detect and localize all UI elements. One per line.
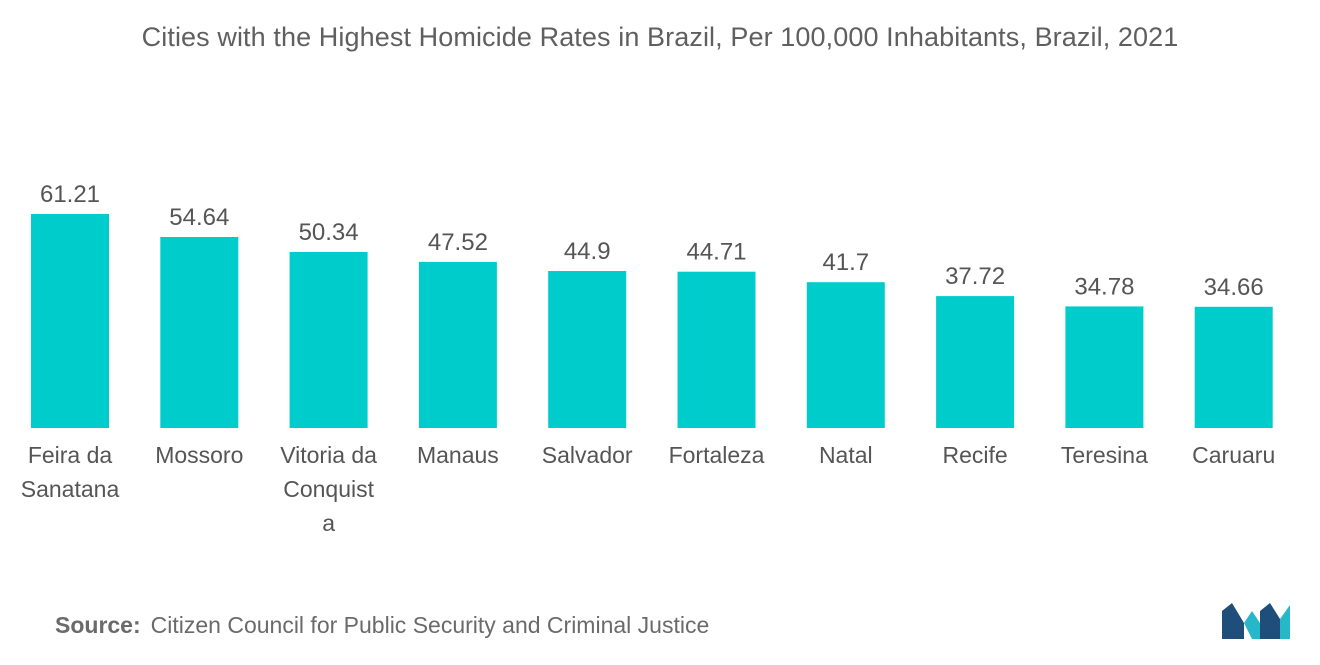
bar [289, 252, 368, 428]
bar [677, 271, 756, 428]
chart-title: Cities with the Highest Homicide Rates i… [141, 22, 1179, 52]
bar-value-label: 37.72 [945, 263, 1005, 290]
category-label-line: Sanatana [21, 476, 120, 502]
category-label: Salvador [542, 442, 633, 468]
bar-value-label: 50.34 [299, 219, 359, 246]
category-label: Mossoro [155, 442, 243, 468]
bar-value-label: 54.64 [169, 204, 229, 231]
category-label-line: Recife [942, 442, 1007, 468]
bar [418, 261, 497, 428]
category-label: Teresina [1061, 442, 1148, 468]
bar-value-label: 34.66 [1204, 274, 1264, 301]
bar [31, 214, 109, 428]
category-label-line: Teresina [1061, 442, 1148, 468]
bars-group [31, 214, 1273, 428]
category-label-line: Natal [819, 442, 873, 468]
bar-value-label: 44.71 [686, 239, 746, 266]
mordor-intelligence-logo-icon [1222, 603, 1290, 639]
category-label-line: Mossoro [155, 442, 243, 468]
category-labels-group: Feira da Sanatana Mossoro Vitoria da Conquis… [21, 442, 1275, 536]
value-labels-group: 61.21 54.64 50.34 47.52 44.9 44.71 41.7 37.72 34… [40, 181, 1264, 301]
category-label-line: Caruaru [1192, 442, 1275, 468]
bar-value-label: 41.7 [822, 249, 869, 276]
category-label-line: Conquist [283, 476, 374, 502]
bar [1065, 306, 1144, 428]
category-label: Feira da Sanatana [21, 442, 120, 502]
category-label: Fortaleza [669, 442, 765, 468]
bar-chart: 61.21 54.64 50.34 47.52 44.9 44.71 41.7 37.72 34… [21, 181, 1275, 536]
category-label: Manaus [417, 442, 499, 468]
source-label: Source: [55, 612, 141, 638]
category-label-line: Salvador [542, 442, 633, 468]
bar [936, 296, 1015, 428]
bar [548, 271, 627, 428]
bar-value-label: 47.52 [428, 229, 488, 256]
category-label-line: a [322, 510, 335, 536]
category-label-line: Vitoria da [280, 442, 377, 468]
category-label-line: Fortaleza [669, 442, 765, 468]
category-label-line: Feira da [28, 442, 113, 468]
category-label: Vitoria da Conquist a [280, 442, 377, 536]
category-label: Caruaru [1192, 442, 1275, 468]
bar-value-label: 44.9 [564, 238, 611, 265]
source-note: Source: Citizen Council for Public Securi… [55, 612, 709, 639]
category-label: Natal [819, 442, 873, 468]
bar-value-label: 61.21 [40, 181, 100, 208]
bar [806, 282, 885, 428]
category-label: Recife [942, 442, 1007, 468]
source-text: Citizen Council for Public Security and … [150, 612, 710, 638]
bar-value-label: 34.78 [1074, 273, 1134, 300]
category-label-line: Manaus [417, 442, 499, 468]
bar [160, 237, 239, 428]
bar [1194, 306, 1273, 428]
